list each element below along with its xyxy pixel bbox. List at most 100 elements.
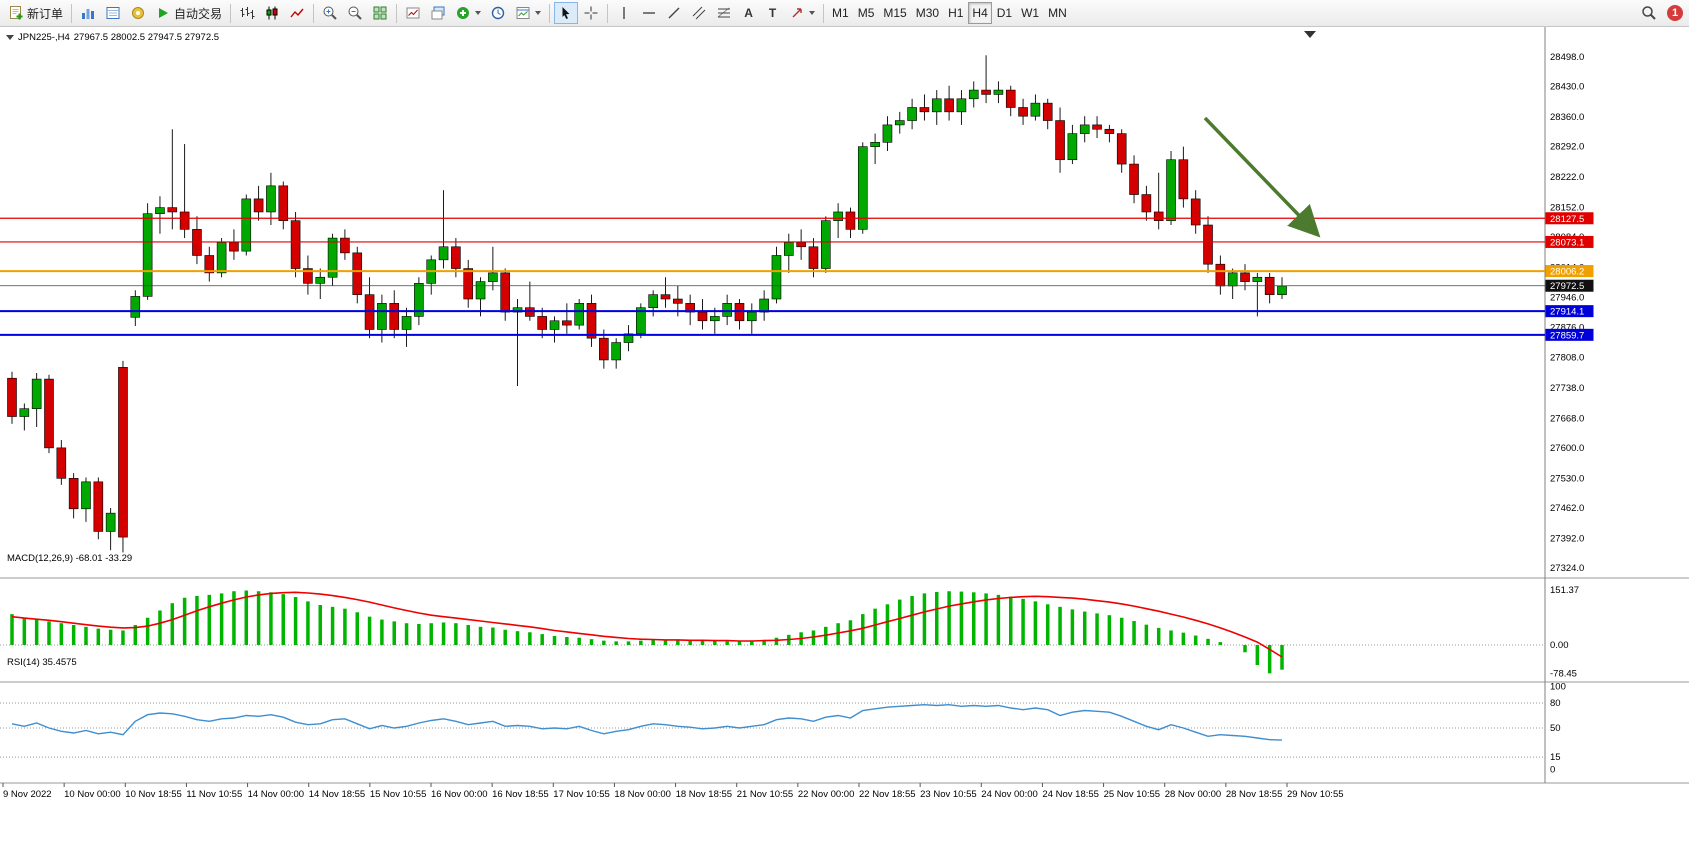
indicators-button[interactable] bbox=[451, 2, 485, 24]
svg-text:28360.0: 28360.0 bbox=[1550, 112, 1584, 123]
cursor-button[interactable] bbox=[554, 2, 579, 24]
svg-text:14 Nov 00:00: 14 Nov 00:00 bbox=[248, 789, 305, 800]
timeframe-button-h1[interactable]: H1 bbox=[944, 2, 967, 24]
svg-text:25 Nov 10:55: 25 Nov 10:55 bbox=[1104, 789, 1161, 800]
timeframe-button-d1[interactable]: D1 bbox=[993, 2, 1016, 24]
candlestick-chart-icon bbox=[264, 5, 280, 21]
svg-text:27859.7: 27859.7 bbox=[1550, 330, 1584, 341]
svg-text:28292.0: 28292.0 bbox=[1550, 142, 1584, 153]
toolbar-separator bbox=[823, 3, 825, 23]
svg-text:27914.1: 27914.1 bbox=[1550, 307, 1584, 318]
horizontal-level-lines[interactable] bbox=[0, 217, 1545, 336]
svg-text:28222.0: 28222.0 bbox=[1550, 172, 1584, 183]
timeframe-button-w1[interactable]: W1 bbox=[1017, 2, 1043, 24]
new-order-label: 新订单 bbox=[27, 6, 64, 21]
toolbar-separator bbox=[313, 3, 315, 23]
svg-text:24 Nov 18:55: 24 Nov 18:55 bbox=[1042, 789, 1099, 800]
profiles-icon bbox=[430, 5, 446, 21]
svg-text:24 Nov 00:00: 24 Nov 00:00 bbox=[981, 789, 1038, 800]
rsi-indicator-label: RSI(14) 35.4575 bbox=[7, 657, 77, 668]
timeframe-button-m1[interactable]: M1 bbox=[828, 2, 853, 24]
trend-arrow-annotation[interactable] bbox=[1203, 116, 1321, 238]
svg-text:28498.0: 28498.0 bbox=[1550, 52, 1584, 63]
indicators-icon bbox=[455, 5, 471, 21]
horizontal-line-icon bbox=[641, 5, 657, 21]
svg-text:10 Nov 00:00: 10 Nov 00:00 bbox=[64, 789, 121, 800]
rsi-panel[interactable]: 100 80 50 15 0 bbox=[0, 681, 1566, 776]
profiles-button[interactable] bbox=[426, 2, 450, 24]
auto-trading-icon bbox=[155, 5, 171, 21]
timeframe-button-m30[interactable]: M30 bbox=[912, 2, 943, 24]
text-button[interactable]: A bbox=[737, 2, 760, 24]
svg-text:28430.0: 28430.0 bbox=[1550, 82, 1584, 93]
fibonacci-button[interactable] bbox=[712, 2, 736, 24]
chart-ohlc: 27967.5 28002.5 27947.5 27972.5 bbox=[73, 32, 220, 43]
chart-window-body[interactable]: 28498.0 28430.0 28360.0 28292.0 28222.0 28152… bbox=[0, 27, 1689, 863]
channel-button[interactable] bbox=[687, 2, 711, 24]
svg-text:18 Nov 18:55: 18 Nov 18:55 bbox=[676, 789, 733, 800]
panel-separators[interactable] bbox=[0, 27, 1689, 784]
price-axis[interactable]: 28498.0 28430.0 28360.0 28292.0 28222.0 28152… bbox=[1545, 52, 1594, 574]
time-axis[interactable]: 9 Nov 2022 10 Nov 00:00 10 Nov 18:55 11 Nov… bbox=[2, 783, 1344, 800]
chart-canvas[interactable]: 28498.0 28430.0 28360.0 28292.0 28222.0 28152… bbox=[0, 27, 1689, 863]
periods-button[interactable] bbox=[486, 2, 510, 24]
candlestick-chart-button[interactable] bbox=[260, 2, 284, 24]
tile-windows-icon bbox=[372, 5, 388, 21]
data-window-button[interactable] bbox=[101, 2, 125, 24]
timeframe-button-mn[interactable]: MN bbox=[1044, 2, 1071, 24]
arrows-icon bbox=[789, 5, 805, 21]
toolbar-separator bbox=[607, 3, 609, 23]
svg-text:16 Nov 00:00: 16 Nov 00:00 bbox=[431, 789, 488, 800]
line-chart-button[interactable] bbox=[285, 2, 309, 24]
zoom-out-button[interactable] bbox=[343, 2, 367, 24]
templates-button[interactable] bbox=[511, 2, 545, 24]
new-chart-button[interactable] bbox=[401, 2, 425, 24]
navigator-button[interactable] bbox=[126, 2, 150, 24]
svg-text:29 Nov 10:55: 29 Nov 10:55 bbox=[1287, 789, 1344, 800]
svg-text:18 Nov 00:00: 18 Nov 00:00 bbox=[614, 789, 671, 800]
new-order-button[interactable]: 新订单 bbox=[4, 2, 67, 24]
bar-chart-button[interactable] bbox=[235, 2, 259, 24]
svg-text:22 Nov 00:00: 22 Nov 00:00 bbox=[798, 789, 855, 800]
svg-text:14 Nov 18:55: 14 Nov 18:55 bbox=[309, 789, 366, 800]
horizontal-line-button[interactable] bbox=[637, 2, 661, 24]
macd-panel[interactable]: 151.37 0.00 -78.45 bbox=[0, 585, 1579, 680]
market-watch-button[interactable] bbox=[76, 2, 100, 24]
toolbar-separator bbox=[396, 3, 398, 23]
svg-text:27808.0: 27808.0 bbox=[1550, 352, 1584, 363]
channel-icon bbox=[691, 5, 707, 21]
clock-icon bbox=[490, 5, 506, 21]
toolbar-right: 1 bbox=[1637, 2, 1685, 24]
timeframe-button-m5[interactable]: M5 bbox=[854, 2, 879, 24]
arrows-button[interactable] bbox=[785, 2, 819, 24]
svg-text:28127.5: 28127.5 bbox=[1550, 214, 1584, 225]
trendline-button[interactable] bbox=[662, 2, 686, 24]
svg-text:27972.5: 27972.5 bbox=[1550, 281, 1584, 292]
svg-text:27600.0: 27600.0 bbox=[1550, 443, 1584, 454]
chart-shift-marker-icon[interactable] bbox=[1304, 31, 1316, 38]
svg-text:151.37: 151.37 bbox=[1550, 585, 1579, 596]
timeframe-button-h4[interactable]: H4 bbox=[968, 2, 992, 24]
tile-windows-button[interactable] bbox=[368, 2, 392, 24]
notification-badge[interactable]: 1 bbox=[1667, 5, 1683, 21]
search-button[interactable] bbox=[1637, 2, 1661, 24]
toolbar-separator bbox=[71, 3, 73, 23]
zoom-in-button[interactable] bbox=[318, 2, 342, 24]
label-button[interactable]: T bbox=[761, 2, 784, 24]
vertical-line-button[interactable] bbox=[612, 2, 636, 24]
auto-trading-button[interactable]: 自动交易 bbox=[151, 2, 226, 24]
candles[interactable] bbox=[7, 55, 1287, 553]
svg-text:28006.2: 28006.2 bbox=[1550, 267, 1584, 278]
chart-collapse-icon bbox=[6, 35, 14, 40]
svg-text:28 Nov 18:55: 28 Nov 18:55 bbox=[1226, 789, 1283, 800]
svg-text:27530.0: 27530.0 bbox=[1550, 473, 1584, 484]
svg-text:0: 0 bbox=[1550, 765, 1555, 776]
vertical-line-icon bbox=[616, 5, 632, 21]
toolbar: 新订单 自动交易 bbox=[0, 0, 1689, 27]
crosshair-button[interactable] bbox=[579, 2, 603, 24]
svg-text:28 Nov 00:00: 28 Nov 00:00 bbox=[1165, 789, 1222, 800]
svg-text:27392.0: 27392.0 bbox=[1550, 533, 1584, 544]
timeframe-button-m15[interactable]: M15 bbox=[879, 2, 910, 24]
cursor-icon bbox=[558, 5, 574, 21]
